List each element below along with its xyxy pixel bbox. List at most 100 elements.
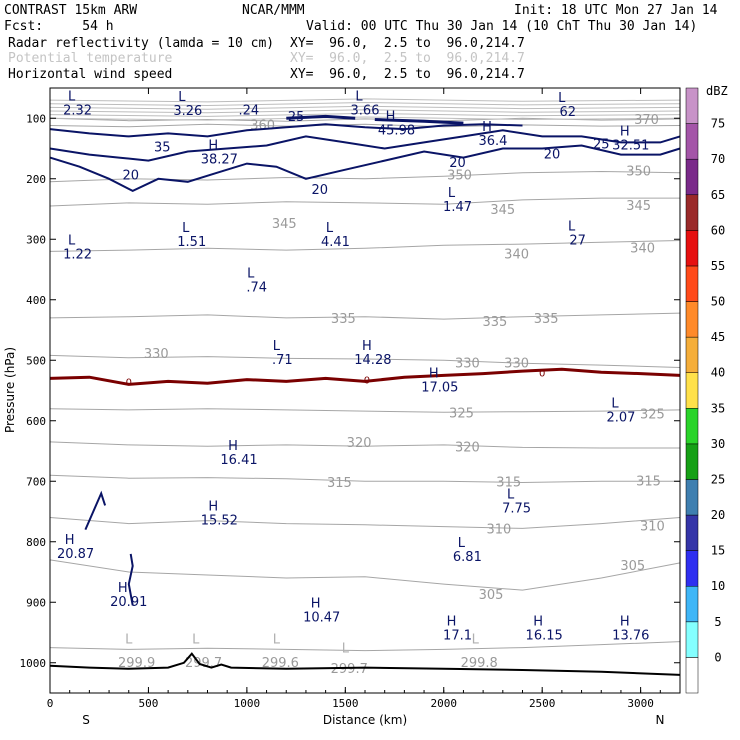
model-title: CONTRAST 15km ARW — [4, 3, 137, 18]
jet-core-contour — [374, 118, 464, 125]
extremum-value: 17.05 — [421, 380, 458, 395]
colorbar-label: 40 — [711, 366, 725, 380]
colorbar-swatch — [685, 301, 699, 338]
extremum-marker: H — [620, 124, 630, 139]
isentrope-345 — [49, 197, 680, 207]
terrain-line — [49, 652, 681, 676]
upper-isentrope-line — [49, 98, 681, 103]
extremum-value: 3.26 — [173, 104, 202, 119]
wind-contour-label: 20 — [544, 148, 561, 163]
y-tick-label: 600 — [26, 415, 46, 428]
isentrope-335 — [49, 312, 681, 320]
upper-isentrope-line — [49, 116, 681, 121]
forecast-hour: Fcst: 54 h — [4, 19, 114, 34]
x-tick-label: 500 — [139, 697, 159, 710]
colorbar-swatch — [685, 336, 699, 373]
x-tick-label: 0 — [47, 697, 54, 710]
isentrope-label: 330 — [144, 347, 169, 362]
extremum-marker: L — [611, 397, 619, 412]
isentrope-label: 320 — [347, 436, 372, 451]
extremum-marker: H — [533, 614, 543, 629]
extremum-value: .74 — [246, 281, 267, 296]
extremum-marker: L — [178, 90, 186, 105]
freezing-level-label: 0 — [539, 368, 545, 379]
colorbar-swatch — [685, 585, 699, 623]
colorbar-label: 15 — [711, 544, 725, 558]
colorbar-swatch — [685, 265, 699, 302]
colorbar-label: 10 — [711, 579, 725, 593]
colorbar-swatch — [685, 479, 699, 516]
isentrope-label: 299.7 — [185, 656, 222, 671]
isentrope-label: 340 — [630, 241, 655, 256]
extremum-value: .24 — [239, 103, 260, 118]
colorbar-title: dBZ — [706, 84, 728, 98]
ground-group — [49, 652, 681, 676]
isentrope-label: 315 — [636, 474, 661, 489]
extremum-marker: L — [507, 487, 515, 502]
extremum-value: 16.15 — [526, 628, 563, 643]
field2-name: Potential temperature — [8, 51, 173, 66]
upper-isentrope-line — [49, 112, 681, 117]
isentrope-label: 315 — [327, 476, 352, 491]
isentrope-label: 330 — [455, 356, 480, 371]
isentrope-360 — [49, 123, 681, 128]
y-tick-label: 800 — [26, 536, 46, 549]
colorbar-swatch — [685, 230, 699, 267]
isentrope-label: 350 — [626, 164, 651, 179]
isentrope-label: 299.8 — [461, 656, 498, 671]
isentrope-label: 345 — [272, 217, 297, 232]
extremum-value: 45.98 — [378, 123, 415, 138]
y-axis-label: Pressure (hPa) — [3, 347, 17, 433]
isentrope-330 — [49, 354, 681, 368]
extremum-value: 13.76 — [612, 628, 649, 643]
extremum-value: 1.22 — [63, 247, 92, 262]
south-label: S — [82, 713, 90, 727]
extremum-value: 36.4 — [478, 134, 507, 149]
isentrope-extremum-marker: L — [472, 633, 480, 648]
y-tick-label: 200 — [26, 173, 46, 186]
freezing-level-label: 0 — [364, 376, 370, 387]
upper-isentrope-line — [49, 109, 681, 114]
extremum-marker: L — [568, 219, 576, 234]
x-tick-label: 1000 — [234, 697, 261, 710]
extremum-marker: L — [68, 89, 76, 104]
extremum-marker: L — [448, 186, 456, 201]
isentrope-label: 299.6 — [262, 656, 299, 671]
isentrope-extremum-marker: L — [125, 633, 133, 648]
extremum-value: 32.51 — [612, 138, 649, 153]
wind-contour-20 — [49, 144, 681, 193]
extremum-marker: H — [482, 120, 492, 135]
extremum-value: 2.32 — [63, 103, 92, 118]
colorbar-swatch — [685, 514, 699, 551]
north-label: N — [656, 713, 665, 727]
extremum-marker: L — [458, 536, 466, 551]
isentrope-315 — [49, 474, 680, 484]
institution: NCAR/MMM — [242, 3, 305, 18]
isentrope-label: 299.7 — [331, 662, 368, 677]
field2-xy: XY= 96.0, 2.5 to 96.0,214.7 — [290, 51, 525, 66]
extremum-value: 14.28 — [354, 353, 391, 368]
wind-contour-label: 20 — [122, 169, 139, 184]
colorbar-label: 45 — [711, 330, 725, 344]
isentrope-310 — [49, 517, 681, 529]
extremum-marker: H — [386, 109, 396, 124]
colorbar-swatch — [685, 123, 699, 160]
colorbar-swatch — [685, 550, 699, 587]
isentrope-325 — [49, 408, 681, 413]
isentrope-340 — [49, 240, 681, 252]
colorbar-label: 5 — [714, 615, 721, 629]
isentrope-label: 330 — [504, 356, 529, 371]
colorbar-swatch — [685, 194, 699, 231]
isentrope-extremum-marker: L — [273, 633, 281, 648]
extremum-value: 16.41 — [220, 453, 257, 468]
isentrope-label: 340 — [504, 247, 529, 262]
colorbar-swatch — [685, 372, 699, 409]
extremum-marker: L — [182, 221, 190, 236]
extremum-marker: H — [228, 439, 238, 454]
extremum-marker: L — [326, 221, 334, 236]
extremum-marker: H — [118, 581, 128, 596]
y-tick-label: 1000 — [20, 657, 47, 670]
extremum-marker: H — [311, 596, 321, 611]
extremum-value: 15.52 — [201, 514, 238, 529]
